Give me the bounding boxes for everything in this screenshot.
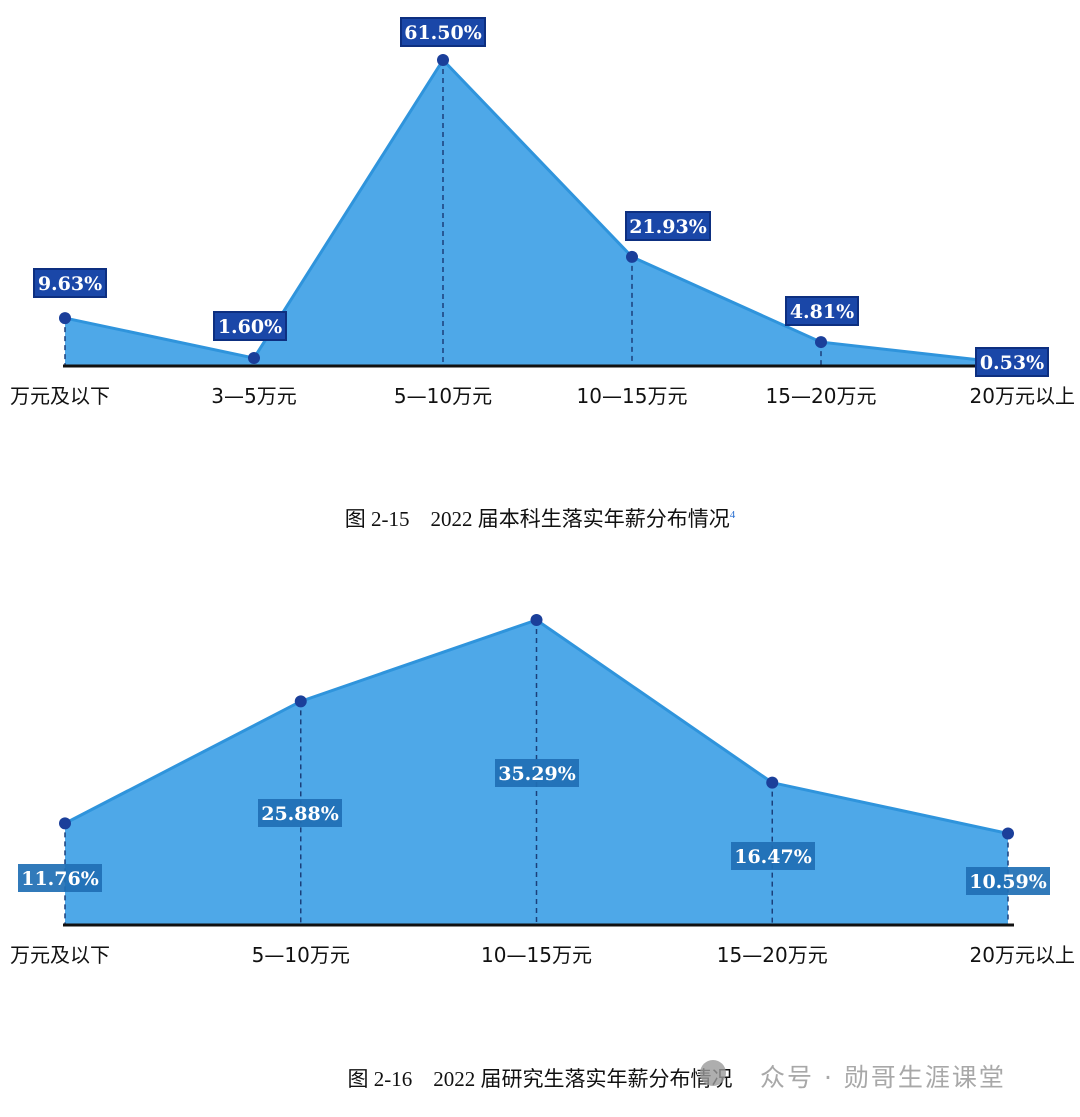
data-label-box [966, 867, 1050, 895]
x-tick-label: 20万元以上 [970, 943, 1075, 967]
data-label: 9.63% [38, 273, 102, 295]
data-label: 25.88% [261, 803, 339, 825]
data-label-box [18, 864, 102, 892]
x-tick-label: 15—20万元 [766, 384, 877, 408]
data-label-box [33, 268, 107, 298]
caption-fig-2-16: 图 2-16 2022 届研究生落实年薪分布情况 [0, 1063, 1080, 1093]
x-tick-label: 3—5万元 [211, 384, 296, 408]
data-label: 16.47% [734, 846, 812, 868]
x-tick-label: 10—15万元 [481, 943, 592, 967]
data-label: 35.29% [498, 763, 576, 785]
x-tick-label: 15—20万元 [717, 943, 828, 967]
data-label-box [213, 311, 287, 341]
caption-text: 图 2-15 2022 届本科生落实年薪分布情况 [344, 507, 730, 531]
data-point [437, 54, 449, 66]
data-point [530, 614, 543, 626]
data-label-box [495, 759, 579, 787]
data-point [815, 336, 827, 349]
watermark: 众号 · 勋哥生涯课堂 [760, 1063, 1006, 1092]
x-tick-label: 10—15万元 [577, 384, 688, 408]
data-label-box [625, 211, 711, 241]
data-point [766, 776, 779, 789]
data-label-box [258, 799, 342, 827]
data-point [626, 250, 638, 263]
data-point [294, 695, 307, 708]
data-point [1002, 827, 1014, 840]
series-line [64, 57, 1011, 365]
x-tick-label: 万元及以下 [10, 943, 110, 967]
data-point [59, 312, 71, 325]
footnote-mark[interactable]: 4 [729, 509, 736, 521]
x-tick-label: 20万元以上 [970, 384, 1075, 408]
data-label-box [400, 17, 486, 47]
data-label-box [785, 296, 859, 326]
data-label: 61.50% [404, 22, 482, 44]
data-label-box [975, 347, 1049, 377]
data-label: 11.76% [21, 868, 99, 890]
x-tick-label: 万元及以下 [10, 384, 110, 408]
data-label: 10.59% [969, 871, 1047, 893]
data-label: 1.60% [218, 316, 282, 338]
data-label-box [731, 842, 815, 870]
data-label: 21.93% [629, 216, 707, 238]
data-point [248, 352, 260, 365]
data-point [59, 817, 71, 830]
area-fill [65, 60, 1010, 366]
x-tick-label: 5—10万元 [394, 384, 492, 408]
caption-text: 图 2-16 2022 届研究生落实年薪分布情况 [347, 1067, 733, 1091]
caption-fig-2-15: 图 2-15 2022 届本科生落实年薪分布情况4 [0, 503, 1080, 533]
data-label: 0.53% [980, 352, 1044, 374]
wechat-logo-icon [700, 1060, 726, 1086]
data-label: 4.81% [790, 301, 854, 323]
x-tick-label: 5—10万元 [252, 943, 350, 967]
